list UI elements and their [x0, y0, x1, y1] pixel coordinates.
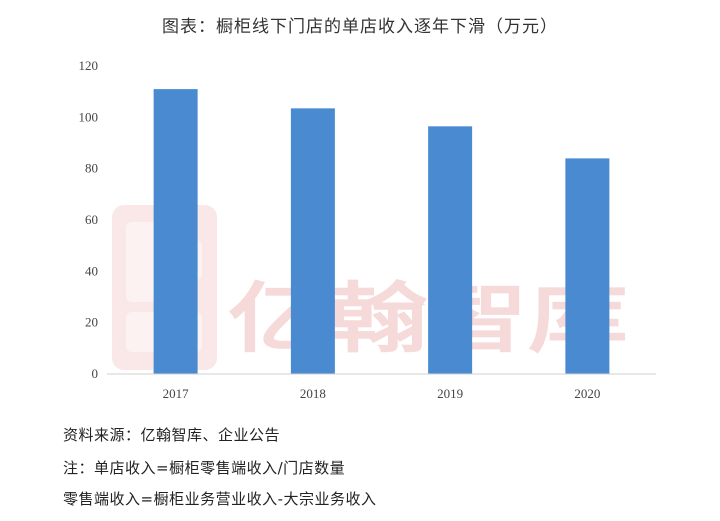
bar-2019 — [428, 126, 473, 374]
bar-2017 — [153, 89, 198, 374]
y-axis: 0 20 40 60 80 100 120 — [79, 58, 99, 381]
source-note: 资料来源：亿翰智库、企业公告 — [63, 426, 281, 444]
bars — [153, 89, 610, 374]
bar-2018 — [290, 108, 335, 374]
x-tick-label: 2019 — [437, 386, 463, 401]
y-tick-label: 80 — [85, 161, 98, 176]
formula-note-1: 注：单店收入=橱柜零售端收入/门店数量 — [63, 459, 346, 477]
formula-note-2: 零售端收入=橱柜业务营业收入-大宗业务收入 — [63, 490, 377, 508]
x-tick-label: 2018 — [300, 386, 326, 401]
y-tick-label: 100 — [79, 109, 99, 124]
chart-title: 图表：橱柜线下门店的单店收入逐年下滑（万元） — [162, 17, 558, 37]
x-tick-label: 2017 — [163, 386, 190, 401]
y-tick-label: 0 — [92, 366, 99, 381]
x-tick-label: 2020 — [574, 386, 600, 401]
y-tick-label: 60 — [85, 212, 98, 227]
x-axis: 2017 2018 2019 2020 — [163, 386, 601, 401]
y-tick-label: 20 — [85, 315, 98, 330]
y-tick-label: 120 — [79, 58, 99, 73]
bar-2020 — [565, 158, 610, 374]
y-tick-label: 40 — [85, 263, 98, 278]
